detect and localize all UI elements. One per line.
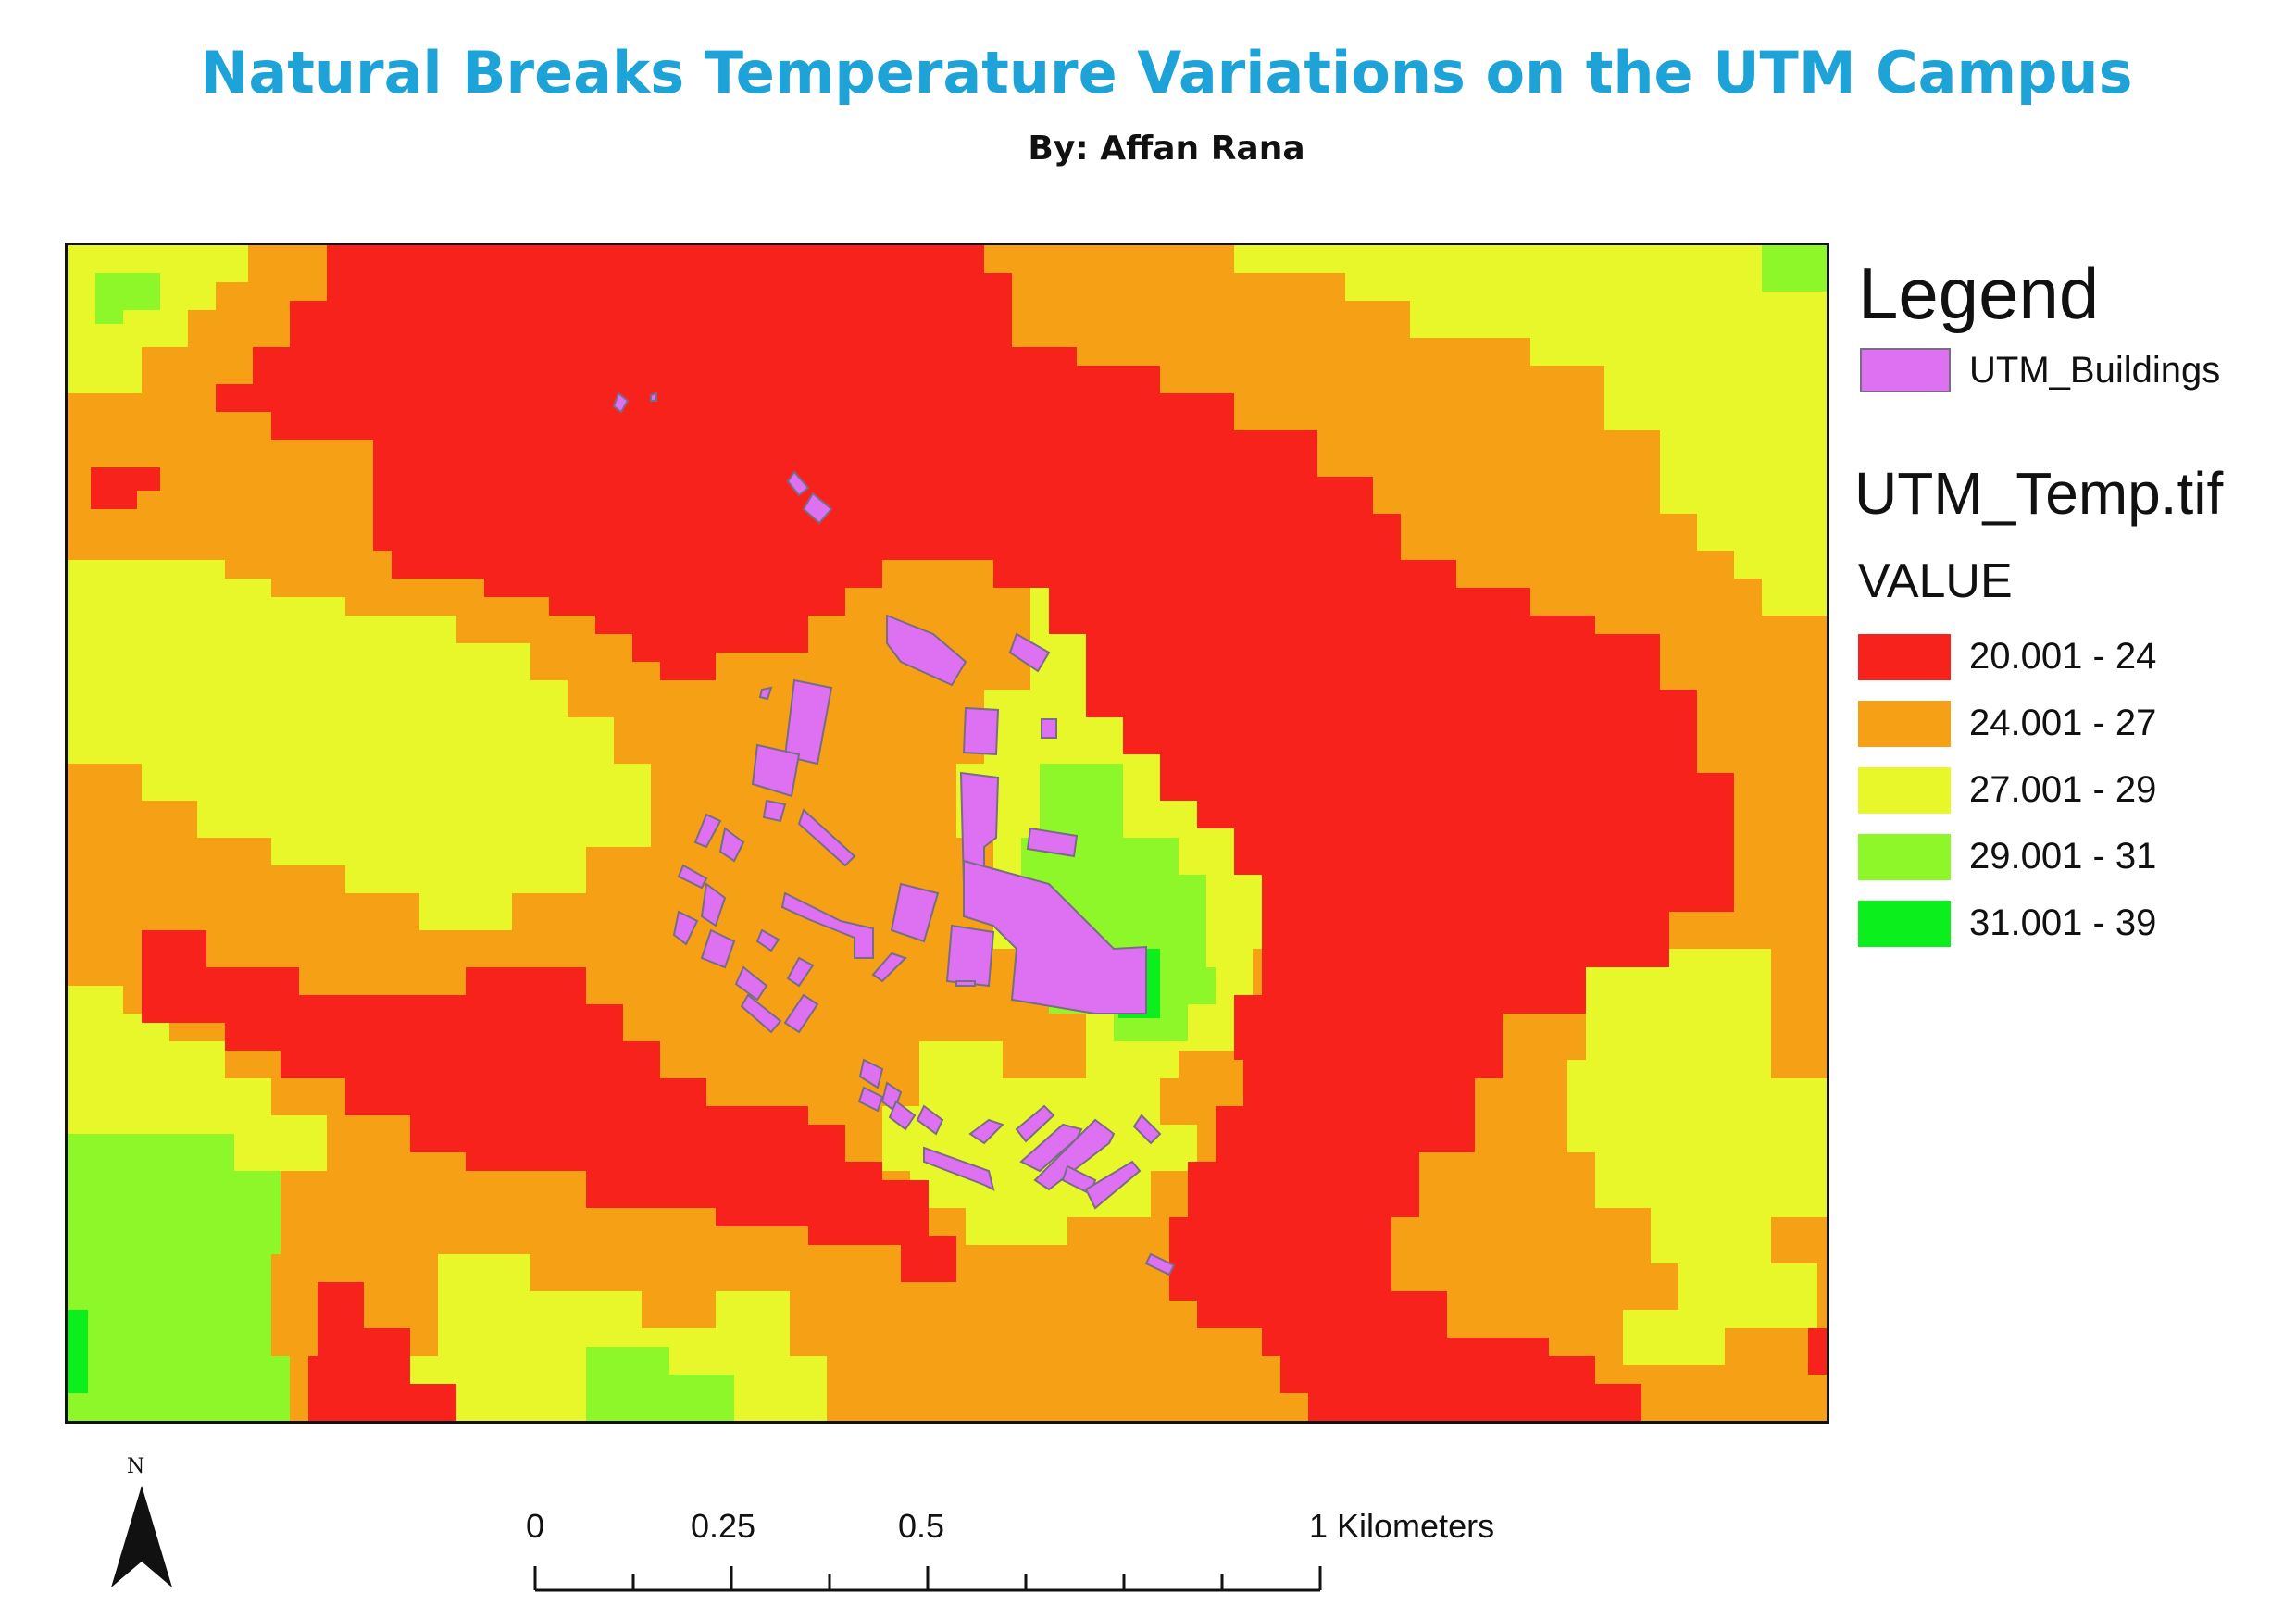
legend-class-row: 27.001 - 29: [1858, 767, 2284, 814]
class-swatch-0: [1858, 634, 1951, 680]
utm-buildings-layer: [612, 392, 1176, 1276]
legend-class-row: 20.001 - 24: [1858, 634, 2284, 680]
legend-class-row: 24.001 - 27: [1858, 701, 2284, 747]
scale-label-3: 1 Kilometers: [1309, 1507, 1495, 1545]
raster-field-name: VALUE: [1858, 554, 2013, 608]
class-label-0: 20.001 - 24: [1969, 636, 2157, 677]
class-swatch-3: [1858, 834, 1951, 880]
class-label-2: 27.001 - 29: [1969, 769, 2157, 810]
scale-bar: [533, 1566, 1322, 1592]
class-swatch-2: [1858, 767, 1951, 814]
buildings-label: UTM_Buildings: [1969, 350, 2221, 391]
north-arrow-icon: [111, 1486, 172, 1587]
map-title: Natural Breaks Temperature Variations on…: [200, 39, 2133, 106]
map-frame[interactable]: [65, 243, 1829, 1424]
class-swatch-1: [1858, 701, 1951, 747]
class-20-24-zones: [91, 245, 1827, 1421]
map-author: By: Affan Rana: [1028, 130, 1305, 168]
north-label: N: [127, 1455, 145, 1478]
temperature-raster: [68, 245, 1827, 1421]
scale-label-2: 0.5: [898, 1507, 945, 1545]
class-label-4: 31.001 - 39: [1969, 902, 2157, 943]
scale-label-1: 0.25: [691, 1507, 756, 1545]
scale-label-0: 0: [526, 1507, 545, 1545]
legend-class-row: 31.001 - 39: [1858, 901, 2284, 947]
legend-title: Legend: [1858, 253, 2100, 334]
raster-layer-name: UTM_Temp.tif: [1854, 460, 2224, 527]
class-swatch-4: [1858, 901, 1951, 947]
class-label-3: 29.001 - 31: [1969, 836, 2157, 877]
buildings-swatch: [1860, 348, 1951, 392]
class-label-1: 24.001 - 27: [1969, 703, 2157, 743]
legend-class-row: 29.001 - 31: [1858, 834, 2284, 880]
